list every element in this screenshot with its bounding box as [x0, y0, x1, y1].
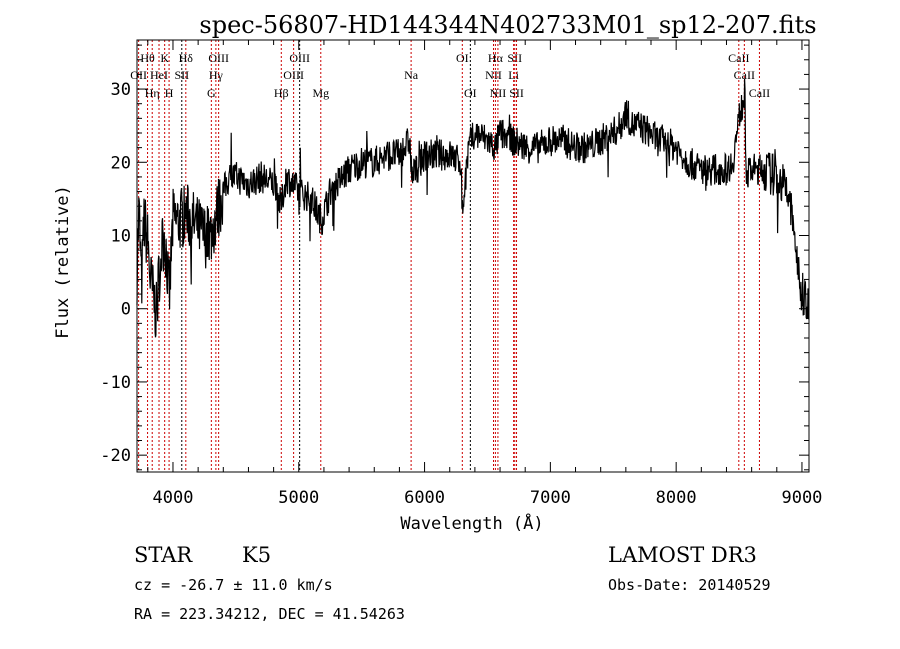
line-marker-label: Hα [488, 51, 504, 65]
y-tick-label: 0 [121, 300, 131, 320]
object-class: STAR [134, 543, 193, 567]
line-marker-label: NII [485, 68, 502, 82]
line-marker-label: CaII [728, 51, 749, 65]
spectrum-series [136, 78, 810, 338]
object-subclass: K5 [242, 543, 271, 567]
spectrum-line [136, 78, 810, 338]
line-marker-label: OI [464, 86, 477, 100]
line-marker-label: Li [508, 68, 519, 82]
axes: 4000 5000 6000 7000 8000 9000 30 20 10 0 -10 -20 [100, 40, 822, 508]
line-marker-label: Hβ [274, 86, 289, 100]
y-axis-label: Flux (relative) [53, 185, 73, 339]
line-marker-label: Hθ [140, 51, 155, 65]
x-tick-label: 7000 [530, 488, 571, 508]
line-marker-label: OIII [289, 51, 310, 65]
plot-frame [136, 39, 810, 473]
x-tick-label: 4000 [153, 488, 194, 508]
ra-dec: RA = 223.34212, DEC = 41.54263 [134, 605, 405, 623]
redshift-cz: cz = -26.7 ± 11.0 km/s [134, 576, 333, 594]
line-marker-label: SII [174, 68, 189, 82]
x-tick-label: 6000 [404, 488, 445, 508]
line-marker-label: H [165, 86, 174, 100]
y-tick-label: 30 [111, 80, 131, 100]
x-axis-label: Wavelength (Å) [400, 512, 543, 534]
line-marker-label: OIII [283, 68, 304, 82]
x-tick-label: 8000 [656, 488, 697, 508]
x-tick-label: 9000 [781, 488, 822, 508]
line-marker-label: Hγ [209, 68, 224, 82]
y-tick-label: -10 [100, 373, 131, 393]
line-marker-label: CaII [749, 86, 770, 100]
line-marker-label: CaII [734, 68, 755, 82]
y-tick-label: -20 [100, 446, 131, 466]
line-marker-label: Na [404, 68, 419, 82]
line-marker-label: NII [490, 86, 507, 100]
data-release: LAMOST DR3 [608, 543, 757, 567]
chart-title: spec-56807-HD144344N402733M01_sp12-207.f… [199, 11, 816, 39]
line-marker-label: Mg [312, 86, 329, 100]
obs-date: Obs-Date: 20140529 [608, 576, 771, 594]
line-marker-label: G [207, 86, 216, 100]
line-marker-label: SII [507, 51, 522, 65]
y-tick-label: 10 [111, 226, 131, 246]
line-marker-label: K [160, 51, 169, 65]
line-marker-label: HeI [150, 68, 168, 82]
line-marker-label: Hδ [179, 51, 194, 65]
y-tick-label: 20 [111, 153, 131, 173]
line-marker-label: SII [509, 86, 524, 100]
line-marker-label: OI [456, 51, 469, 65]
line-marker-label: OIII [208, 51, 229, 65]
line-marker-label: OII [130, 68, 147, 82]
x-tick-label: 5000 [278, 488, 319, 508]
line-markers: OIIHθHηHeIKHSIIHδGHγOIIIHβOIIIOIIIMgNaOI… [130, 40, 770, 472]
line-marker-label: Hη [145, 86, 160, 100]
